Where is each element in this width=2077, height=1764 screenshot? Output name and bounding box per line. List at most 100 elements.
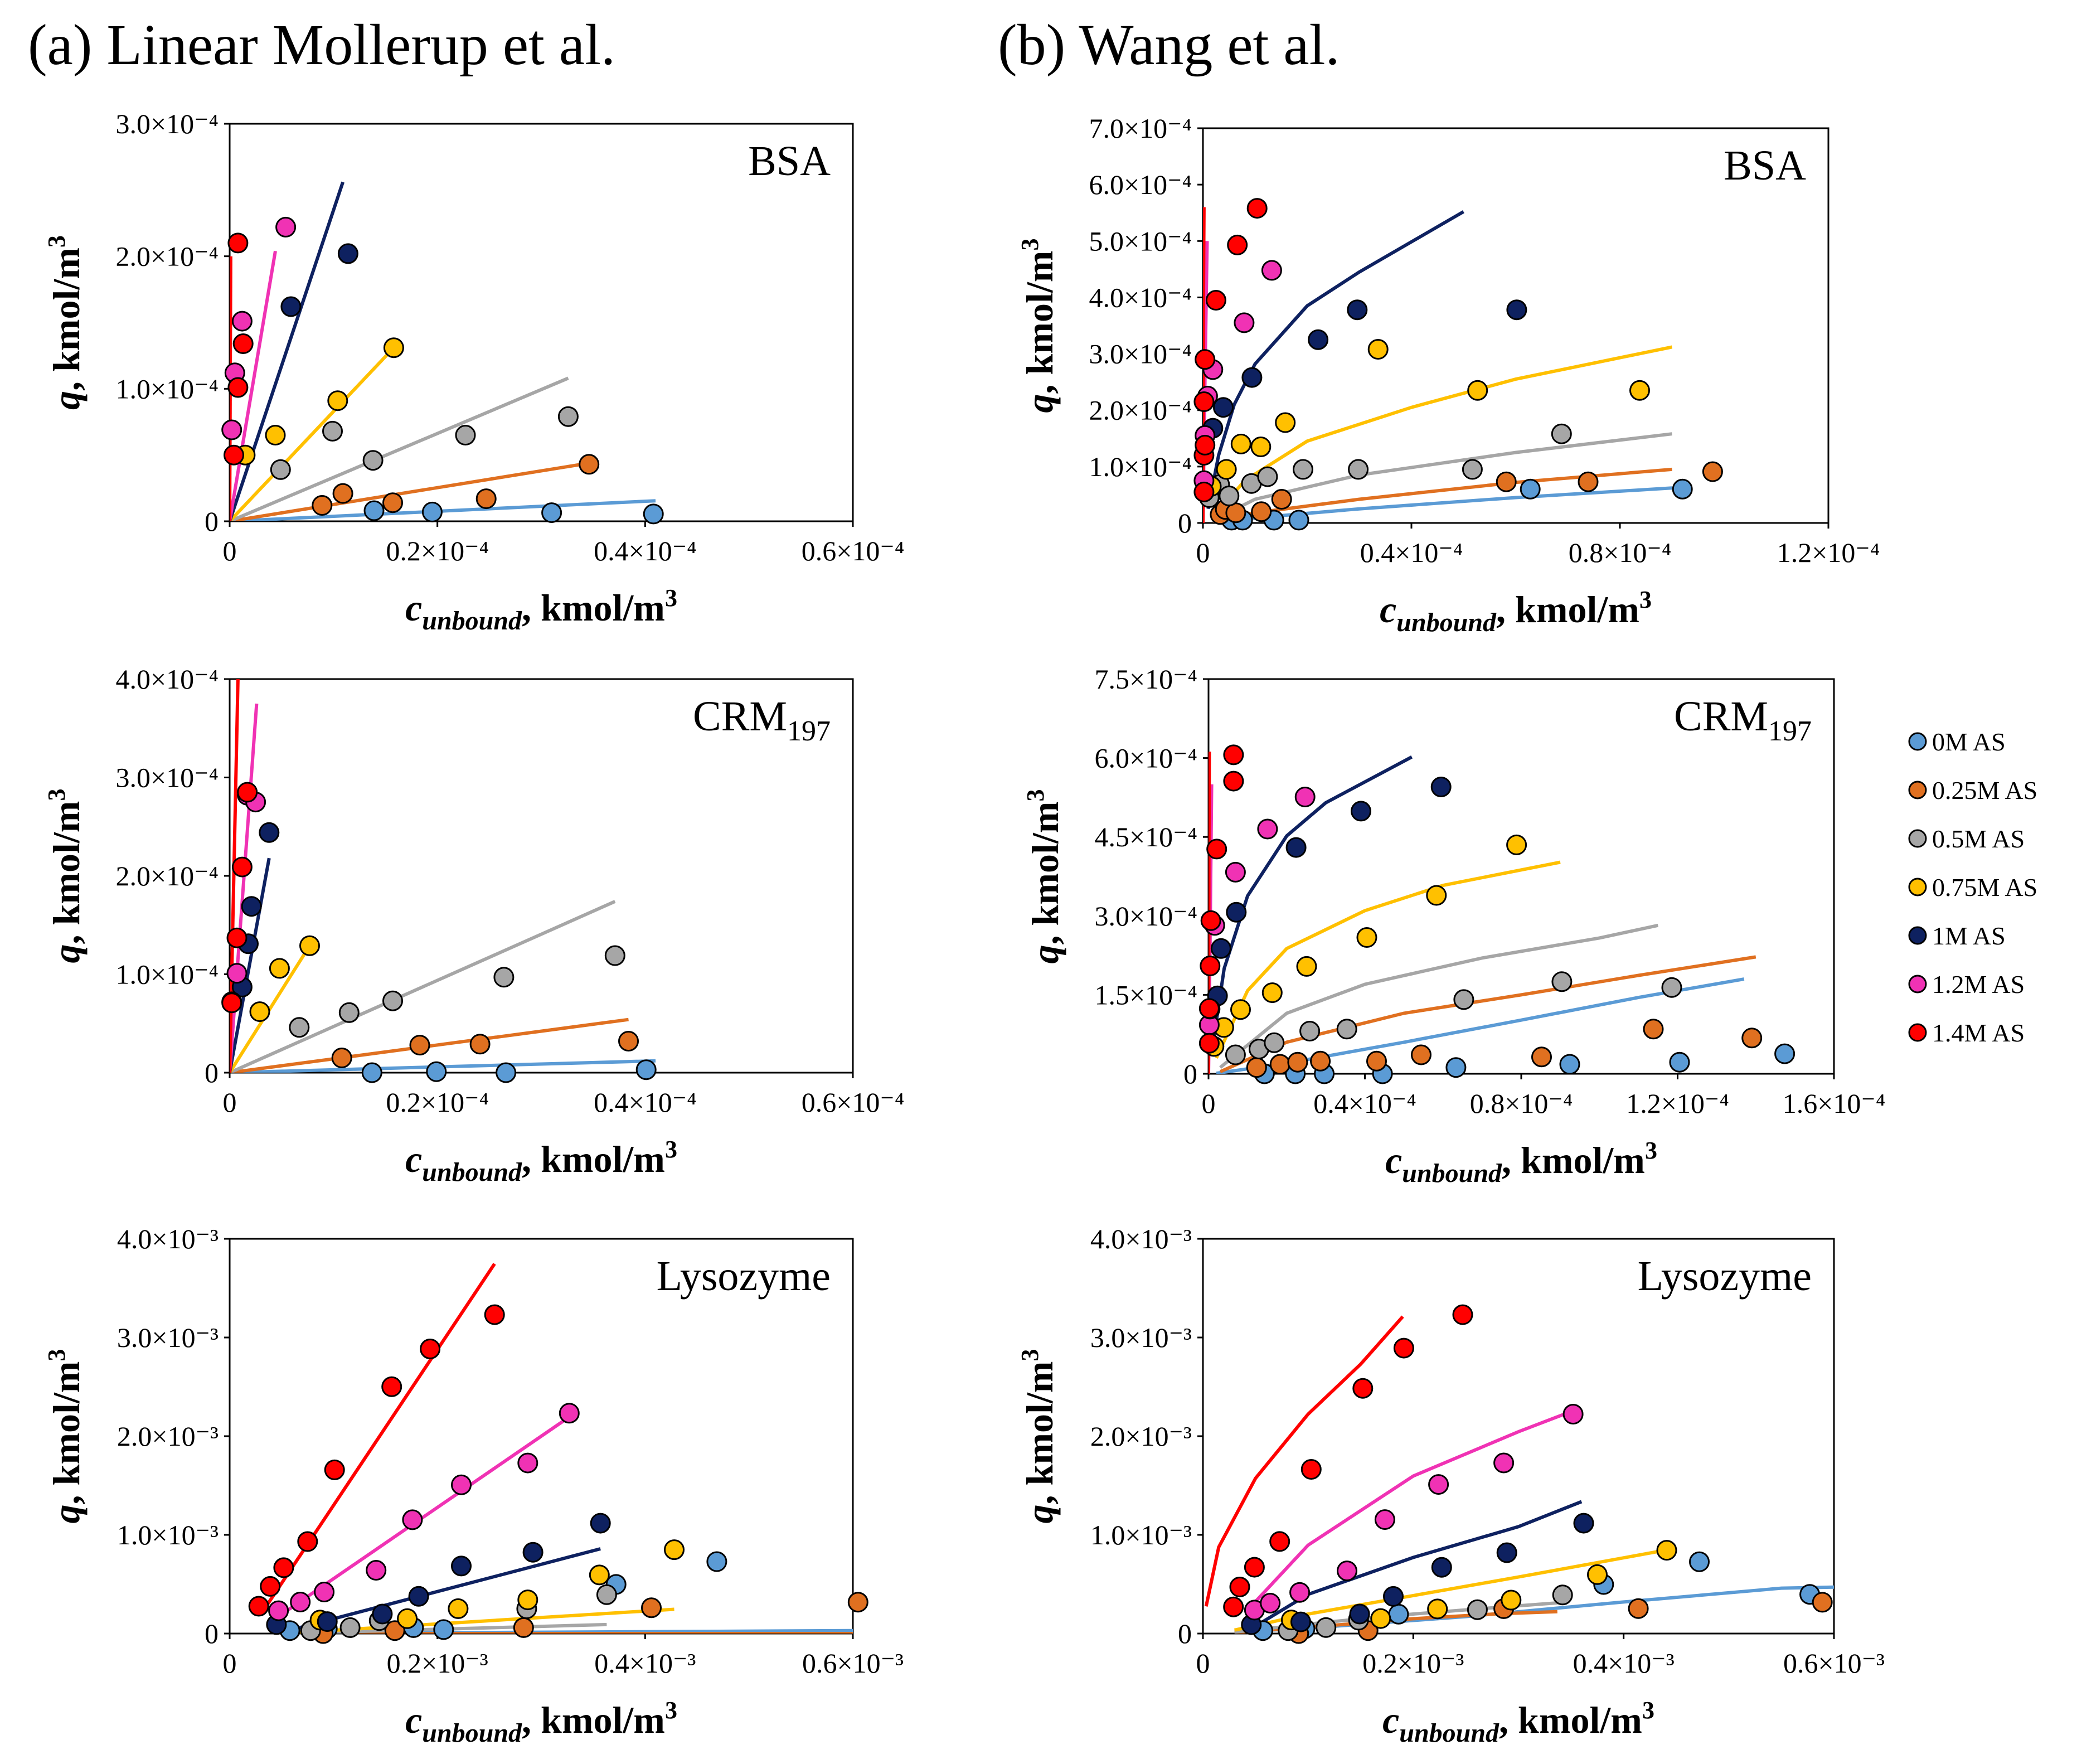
data-point-1m-as [1430, 777, 1452, 797]
y-tick-label: 4.0×10⁻⁴ [115, 663, 219, 695]
x-tick-label: 0.2×10⁻⁴ [386, 1087, 489, 1118]
data-point-1-2m-as [1260, 1593, 1281, 1613]
data-point-1m-as [1241, 367, 1263, 388]
x-tick-label: 0 [223, 1087, 237, 1118]
data-point-1-2m-as [402, 1509, 423, 1530]
data-point-1-2m-as [231, 311, 253, 332]
data-point-0-75m-as [1367, 339, 1389, 360]
data-point-0-5m-as [1257, 466, 1278, 487]
data-point-0m-as [1559, 1054, 1580, 1075]
y-tick-label: 0 [1178, 507, 1192, 539]
data-point-1-4m-as [297, 1531, 318, 1552]
data-point-0-5m-as [455, 425, 476, 445]
data-point-0-75m-as [269, 958, 290, 979]
data-point-0-5m-as [557, 406, 579, 427]
data-point-0m-as [1672, 478, 1693, 500]
y-tick-label: 0 [1183, 1058, 1197, 1089]
fit-line-1-2m-as [230, 250, 277, 521]
data-point-1m-as [1496, 1542, 1517, 1563]
legend-marker [1908, 926, 1927, 945]
data-point-0-75m-as [1216, 459, 1237, 480]
data-point-1m-as [372, 1603, 393, 1625]
data-point-0-75m-as [448, 1598, 469, 1619]
x-axis-label: cunbound, kmol/m3 [1380, 586, 1652, 637]
data-point-1-4m-as [420, 1339, 441, 1359]
data-point-1m-as [1213, 397, 1234, 418]
data-point-1m-as [1210, 938, 1231, 959]
data-point-1-4m-as [227, 232, 249, 254]
data-point-0m-as [1388, 1603, 1409, 1625]
data-point-1m-as [1290, 1611, 1311, 1632]
fit-line-1-4m-as [259, 1263, 496, 1616]
data-point-1-2m-as [1225, 861, 1246, 883]
data-point-1-4m-as [1229, 1577, 1250, 1597]
data-point-0-5m-as [1467, 1599, 1488, 1620]
data-point-1-4m-as [226, 927, 248, 948]
data-point-0-75m-as [1230, 433, 1251, 454]
data-point-1m-as [1506, 299, 1527, 321]
data-point-1-4m-as [381, 1376, 402, 1397]
data-point-0-25m-as [1628, 1598, 1649, 1619]
data-point-1m-as [590, 1513, 611, 1534]
data-point-1-2m-as [1337, 1561, 1357, 1582]
data-point-0-25m-as [513, 1617, 534, 1638]
column-title-b: (b) Wang et al. [998, 13, 1340, 77]
data-point-1m-as [280, 296, 302, 317]
data-point-0-75m-as [1629, 380, 1650, 401]
data-point-0-25m-as [384, 1620, 405, 1641]
y-tick-label: 6.0×10⁻⁴ [1089, 169, 1192, 200]
data-point-0-25m-as [1251, 501, 1272, 522]
data-point-0-75m-as [1250, 437, 1272, 457]
data-point-1-4m-as [1244, 1557, 1265, 1578]
data-point-1m-as [1285, 837, 1307, 858]
x-axis-label: cunbound, kmol/m3 [1385, 1137, 1657, 1188]
data-point-0-5m-as [1551, 423, 1572, 444]
y-tick-label: 2.0×10⁻³ [1090, 1421, 1192, 1452]
x-axis-label: cunbound, kmol/m3 [405, 584, 677, 636]
data-point-1-2m-as [314, 1582, 335, 1602]
x-tick-label: 0.2×10⁻⁴ [386, 535, 489, 566]
data-point-1-4m-as [1200, 910, 1221, 931]
y-tick-label: 7.5×10⁻⁴ [1094, 663, 1197, 695]
chart-panel-2: 0 1.0×10⁻⁴ 2.0×10⁻⁴ 3.0×10⁻⁴ 4.0×10⁻⁴ 5.0×10⁻… [1016, 113, 1880, 637]
data-point-1-4m-as [324, 1459, 345, 1480]
plot-title: BSA [1724, 142, 1806, 189]
data-point-0-25m-as [1246, 1057, 1267, 1078]
data-point-1-4m-as [1198, 1033, 1220, 1054]
x-tick-label: 1.2×10⁻⁴ [1777, 537, 1880, 568]
plot-title: CRM197 [1674, 693, 1812, 747]
data-point-1-2m-as [268, 1600, 289, 1621]
fit-line-0-5m-as [1219, 923, 1659, 1069]
y-axis-label: q, kmol/m3 [1016, 1349, 1061, 1524]
y-tick-label: 1.0×10⁻³ [1090, 1519, 1192, 1550]
plot-title: Lysozyme [1638, 1253, 1812, 1300]
y-axis-label: q, kmol/m3 [43, 1349, 88, 1524]
chart-panel-3: 0 1.0×10⁻⁴ 2.0×10⁻⁴ 3.0×10⁻⁴ 4.0×10⁻⁴ 0 0.2×10… [43, 663, 904, 1187]
data-point-1m-as [259, 822, 280, 843]
data-point-1-4m-as [484, 1304, 505, 1325]
y-axis-label: q, kmol/m3 [1016, 239, 1061, 413]
y-tick-label: 3.0×10⁻⁴ [115, 108, 219, 139]
chart-panel-1: 0 1.0×10⁻⁴ 2.0×10⁻⁴ 3.0×10⁻⁴ 0 0.2×10⁻⁴ 0.4×10… [43, 108, 904, 636]
data-point-0-25m-as [847, 1592, 868, 1613]
data-point-1-4m-as [227, 377, 249, 398]
data-point-1-4m-as [1193, 481, 1215, 502]
data-point-1-4m-as [1223, 1596, 1244, 1617]
y-tick-label: 3.0×10⁻⁴ [1094, 900, 1197, 932]
x-axis-label: cunbound, kmol/m3 [405, 1697, 677, 1748]
data-point-0-5m-as [1264, 1032, 1285, 1053]
data-point-0-25m-as [475, 488, 497, 510]
data-point-0-5m-as [1462, 459, 1483, 480]
data-point-1-4m-as [1352, 1378, 1374, 1399]
data-point-0-75m-as [1656, 1540, 1677, 1561]
data-point-1-4m-as [224, 444, 244, 466]
data-point-1m-as [451, 1555, 472, 1577]
data-point-1-4m-as [1227, 234, 1248, 255]
data-point-1m-as [241, 896, 262, 917]
data-point-0-25m-as [1643, 1019, 1664, 1040]
data-point-1-2m-as [451, 1474, 472, 1495]
data-point-0-5m-as [1348, 459, 1369, 480]
legend-marker [1908, 829, 1927, 848]
data-point-1-4m-as [237, 782, 258, 803]
